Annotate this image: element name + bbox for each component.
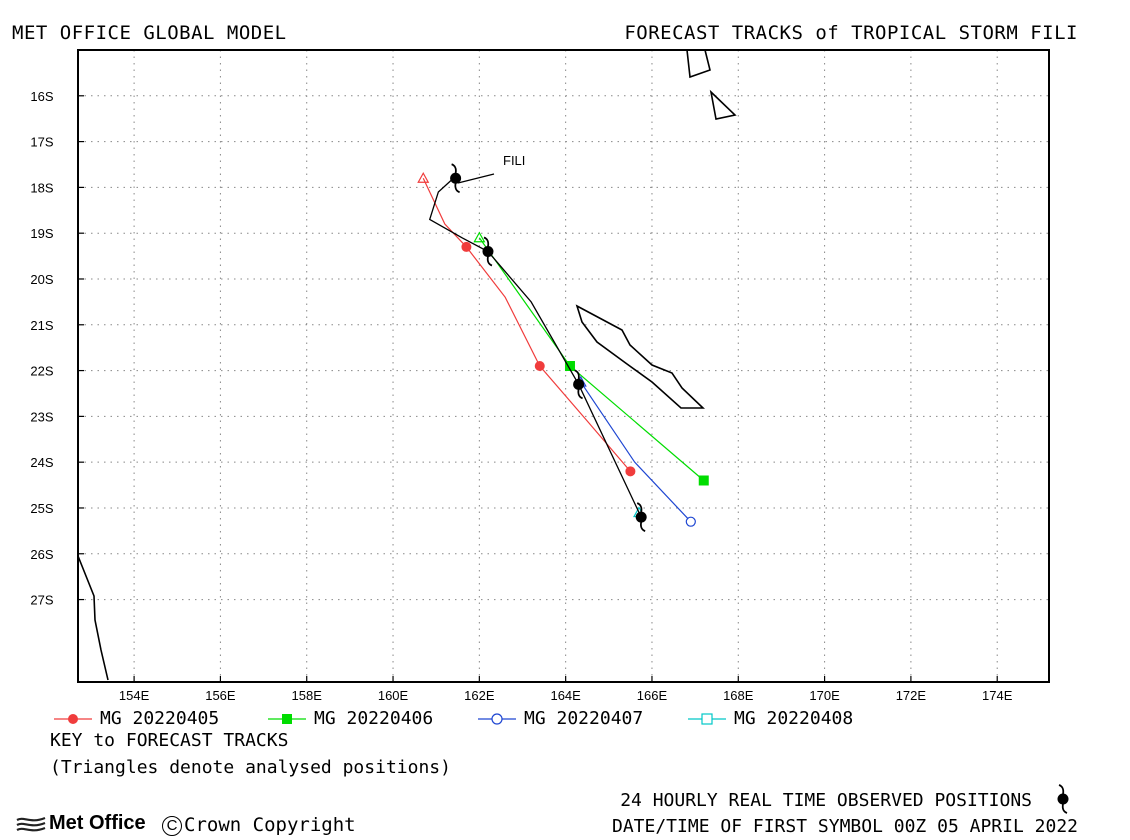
y-tick-label: 17S (30, 135, 53, 150)
cyclone-symbol-arm (636, 502, 643, 513)
logo-text: Met Office (49, 812, 146, 834)
header-right-title: FORECAST TRACKS of TROPICAL STORM FILI (624, 22, 1078, 44)
new-caledonia-coast (575, 304, 705, 409)
x-tick-label: 172E (896, 688, 927, 700)
map-frame (77, 49, 1050, 683)
cyclone-symbol-icon (450, 163, 462, 194)
cyclone-symbol-arm (486, 256, 493, 267)
y-tick-label: 27S (30, 593, 53, 608)
legend-label: MG 20220405 (100, 708, 220, 729)
legend-label: MG 20220407 (524, 708, 644, 729)
met-office-wave-icon (16, 816, 46, 832)
observed-track (428, 163, 647, 532)
forecast-track-map: FILI 154E 156E 158E 160E 162E 164E 166E 168E 170… (30, 49, 1050, 700)
y-tick-label: 23S (30, 409, 53, 424)
cyclone-symbol-eye (573, 378, 585, 390)
cyclone-symbol-arm (454, 183, 460, 194)
header-left-title: MET OFFICE GLOBAL MODEL (12, 22, 287, 44)
y-tick-label: 19S (30, 226, 53, 241)
cyclone-symbol-eye (635, 511, 647, 523)
key-note: (Triangles denote analysed positions) (50, 757, 451, 778)
x-tick-label: 168E (723, 688, 754, 700)
y-tick-label: 20S (30, 272, 53, 287)
cyclone-symbol-icon (573, 369, 585, 400)
analysed-position-triangle (473, 231, 486, 243)
observed-positions-note: 24 HOURLY REAL TIME OBSERVED POSITIONS (620, 790, 1032, 811)
forecast-track-line (580, 381, 692, 523)
cyclone-symbol-eye (482, 246, 494, 258)
cyclone-symbol-arm (574, 369, 580, 380)
x-tick-label: 158E (292, 688, 323, 700)
first-symbol-date: DATE/TIME OF FIRST SYMBOL 00Z 05 APRIL 2… (612, 816, 1078, 837)
y-tick-label: 16S (30, 89, 53, 104)
forecast-track-line (478, 237, 705, 481)
x-tick-label: 154E (119, 688, 150, 700)
copyright: C Crown Copyright (162, 814, 356, 836)
cyclone-symbol-icon (1057, 784, 1069, 814)
legend-label: MG 20220408 (734, 708, 854, 729)
key-title: KEY to FORECAST TRACKS (50, 730, 289, 751)
copyright-symbol: C (162, 815, 182, 836)
storm-label: FILI (503, 153, 525, 168)
forecast-point (534, 361, 545, 371)
observed-track-line (428, 177, 642, 518)
coastlines (77, 49, 737, 681)
cyclone-symbol-arm (577, 389, 583, 400)
cyclone-symbol-eye (450, 172, 462, 184)
forecast-point (564, 361, 575, 371)
cyclone-symbol-arm (451, 163, 457, 174)
forecast-point (698, 475, 709, 486)
forecast-tracks (417, 171, 709, 527)
y-tick-label: 26S (30, 547, 53, 562)
cyclone-symbol-arm (483, 236, 490, 247)
cyclone-symbol-icon (482, 236, 494, 267)
x-tick-label: 160E (378, 688, 409, 700)
forecast-point (685, 516, 696, 527)
cyclone-symbol-arm (640, 521, 646, 532)
y-tick-label: 18S (30, 180, 53, 195)
y-tick-label: 21S (30, 318, 53, 333)
vanuatu-island-north (686, 49, 711, 79)
x-tick-label: 166E (637, 688, 668, 700)
legend-swatch-cyan (688, 713, 726, 725)
legend-swatch-blue (478, 713, 516, 725)
x-tick-label: 174E (982, 688, 1013, 700)
analysed-position-triangle (417, 171, 430, 183)
x-tick-label: 156E (205, 688, 236, 700)
x-tick-label: 164E (550, 688, 581, 700)
australia-coast (77, 555, 109, 681)
forecast-track-line (422, 177, 631, 472)
cyclone-symbol-icon (635, 502, 647, 532)
axis-ticks: 154E 156E 158E 160E 162E 164E 166E 168E 170E 172E… (30, 89, 1012, 700)
forecast-point (625, 466, 636, 477)
legend-swatch-red (54, 714, 92, 724)
x-tick-label: 170E (809, 688, 840, 700)
grid-lines (78, 50, 1049, 682)
copyright-text: Crown Copyright (184, 814, 356, 836)
legend-swatch-green (268, 714, 306, 724)
met-office-logo: Met Office (16, 812, 146, 835)
vanuatu-island-south (709, 89, 737, 120)
y-tick-label: 25S (30, 501, 53, 516)
x-tick-label: 162E (464, 688, 495, 700)
storm-label-leader (457, 173, 495, 184)
storm-label-layer: FILI (457, 153, 525, 184)
forecast-point (461, 241, 472, 252)
y-tick-label: 22S (30, 364, 53, 379)
legend-label: MG 20220406 (314, 708, 434, 729)
y-tick-label: 24S (30, 455, 53, 470)
